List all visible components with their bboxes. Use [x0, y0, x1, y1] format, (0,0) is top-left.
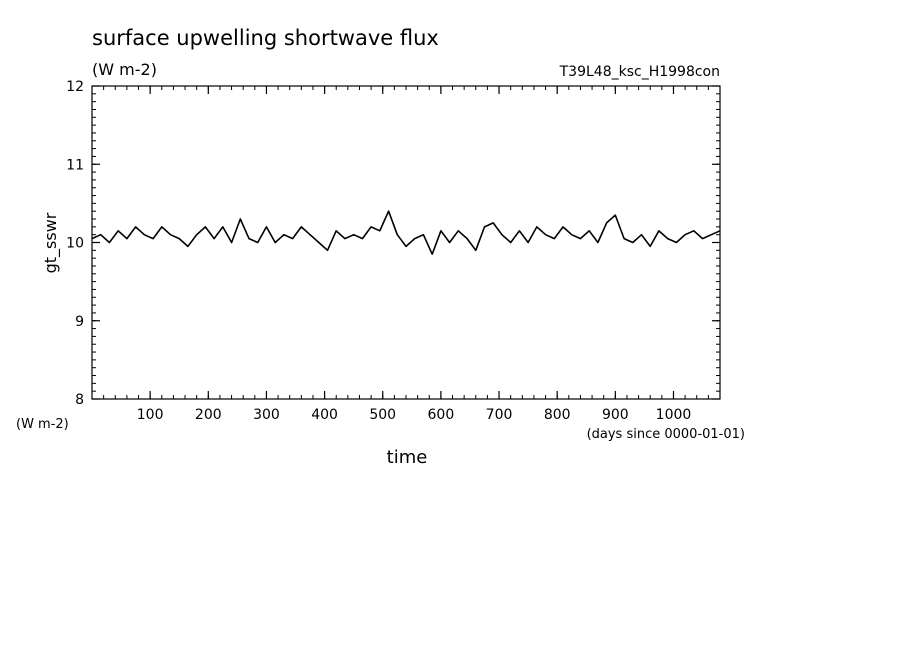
chart-title: surface upwelling shortwave flux [92, 26, 439, 50]
x-axis: 100 200 300 400 500 600 700 800 900 1000 [103, 86, 709, 423]
x-tick-label: 700 [486, 407, 513, 423]
x-tick-label: 900 [602, 407, 629, 423]
series-line [91, 210, 721, 255]
y-axis-units: (W m-2) [16, 417, 69, 432]
x-tick-label: 500 [369, 407, 396, 423]
y-tick-label: 10 [66, 236, 84, 252]
x-tick-label: 800 [544, 407, 571, 423]
chart-units: (W m-2) [92, 60, 157, 79]
x-axis-label: time [387, 447, 428, 468]
x-tick-label: 300 [253, 407, 280, 423]
x-tick-label: 600 [428, 407, 455, 423]
x-tick-label: 400 [311, 407, 338, 423]
x-tick-label: 100 [137, 407, 164, 423]
y-tick-label: 9 [75, 314, 84, 330]
y-tick-label: 8 [75, 392, 84, 408]
plot-frame [91, 85, 721, 400]
x-tick-label: 1000 [656, 407, 692, 423]
y-axis-label: gt_sswr [41, 212, 61, 273]
x-tick-label: 200 [195, 407, 222, 423]
experiment-label: T39L48_ksc_H1998con [559, 64, 720, 80]
y-tick-label: 11 [66, 157, 84, 173]
x-axis-units: (days since 0000-01-01) [587, 427, 745, 442]
y-axis: 8 9 10 11 12 [66, 79, 720, 408]
y-tick-label: 12 [66, 79, 84, 95]
